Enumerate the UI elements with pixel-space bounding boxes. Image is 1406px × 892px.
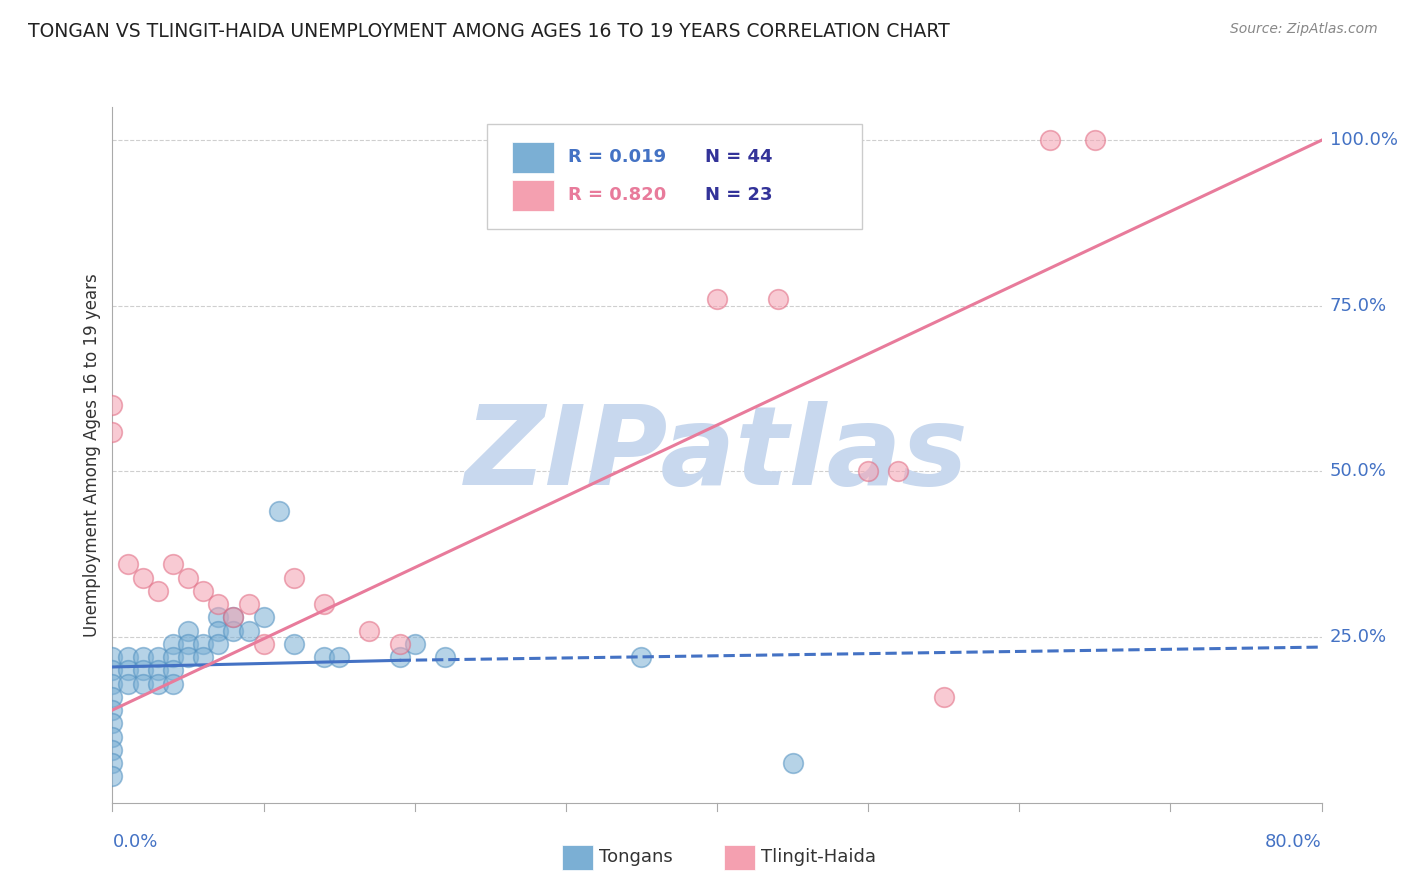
Point — [117, 558, 139, 572]
Point — [146, 676, 169, 690]
Point — [314, 650, 336, 665]
Point — [146, 650, 169, 665]
Point — [162, 663, 184, 677]
Point — [132, 676, 155, 690]
Point — [101, 716, 124, 731]
Text: N = 44: N = 44 — [704, 148, 772, 166]
Text: Source: ZipAtlas.com: Source: ZipAtlas.com — [1230, 22, 1378, 37]
Point — [314, 597, 336, 611]
Point — [177, 624, 200, 638]
Point — [162, 650, 184, 665]
Text: 100.0%: 100.0% — [1330, 131, 1398, 149]
Point — [388, 637, 411, 651]
Point — [222, 624, 245, 638]
Point — [207, 597, 229, 611]
Point — [117, 650, 139, 665]
Point — [328, 650, 350, 665]
Text: Tlingit-Haida: Tlingit-Haida — [761, 848, 876, 866]
Point — [359, 624, 381, 638]
Point — [177, 637, 200, 651]
Point — [253, 637, 276, 651]
Point — [932, 690, 955, 704]
Text: R = 0.019: R = 0.019 — [568, 148, 666, 166]
Text: R = 0.820: R = 0.820 — [568, 186, 666, 204]
Point — [887, 465, 910, 479]
Point — [101, 703, 124, 717]
Point — [267, 504, 290, 518]
Point — [630, 650, 652, 665]
Point — [222, 610, 245, 624]
Text: ZIPatlas: ZIPatlas — [465, 401, 969, 508]
Point — [191, 637, 214, 651]
Point — [132, 663, 155, 677]
Point — [101, 743, 124, 757]
Point — [162, 637, 184, 651]
Point — [222, 610, 245, 624]
Point — [101, 730, 124, 744]
Point — [207, 624, 229, 638]
Point — [101, 676, 124, 690]
Point — [706, 292, 728, 306]
Point — [101, 663, 124, 677]
Point — [132, 570, 155, 584]
Point — [101, 425, 124, 439]
Point — [191, 650, 214, 665]
Point — [101, 650, 124, 665]
Point — [177, 650, 200, 665]
Text: N = 23: N = 23 — [704, 186, 772, 204]
Point — [146, 583, 169, 598]
Point — [146, 663, 169, 677]
FancyBboxPatch shape — [488, 124, 862, 229]
Point — [207, 637, 229, 651]
Text: 0.0%: 0.0% — [112, 833, 157, 851]
Point — [101, 690, 124, 704]
Point — [177, 570, 200, 584]
Text: 50.0%: 50.0% — [1330, 462, 1386, 481]
Point — [782, 756, 804, 770]
Point — [162, 676, 184, 690]
Point — [1038, 133, 1062, 147]
Point — [101, 756, 124, 770]
Point — [1084, 133, 1107, 147]
Point — [238, 597, 260, 611]
Point — [207, 610, 229, 624]
Point — [433, 650, 456, 665]
Text: TONGAN VS TLINGIT-HAIDA UNEMPLOYMENT AMONG AGES 16 TO 19 YEARS CORRELATION CHART: TONGAN VS TLINGIT-HAIDA UNEMPLOYMENT AMO… — [28, 22, 950, 41]
Text: 75.0%: 75.0% — [1330, 297, 1388, 315]
Y-axis label: Unemployment Among Ages 16 to 19 years: Unemployment Among Ages 16 to 19 years — [83, 273, 101, 637]
Text: 25.0%: 25.0% — [1330, 628, 1388, 646]
Text: 80.0%: 80.0% — [1265, 833, 1322, 851]
Point — [388, 650, 411, 665]
Point — [404, 637, 426, 651]
Point — [101, 398, 124, 412]
Text: Tongans: Tongans — [599, 848, 672, 866]
Point — [117, 663, 139, 677]
Point — [283, 570, 305, 584]
Point — [766, 292, 789, 306]
Point — [856, 465, 880, 479]
Point — [162, 558, 184, 572]
FancyBboxPatch shape — [512, 180, 554, 211]
Point — [132, 650, 155, 665]
Point — [101, 769, 124, 783]
FancyBboxPatch shape — [512, 142, 554, 173]
Point — [238, 624, 260, 638]
Point — [191, 583, 214, 598]
Point — [253, 610, 276, 624]
Point — [283, 637, 305, 651]
Point — [117, 676, 139, 690]
